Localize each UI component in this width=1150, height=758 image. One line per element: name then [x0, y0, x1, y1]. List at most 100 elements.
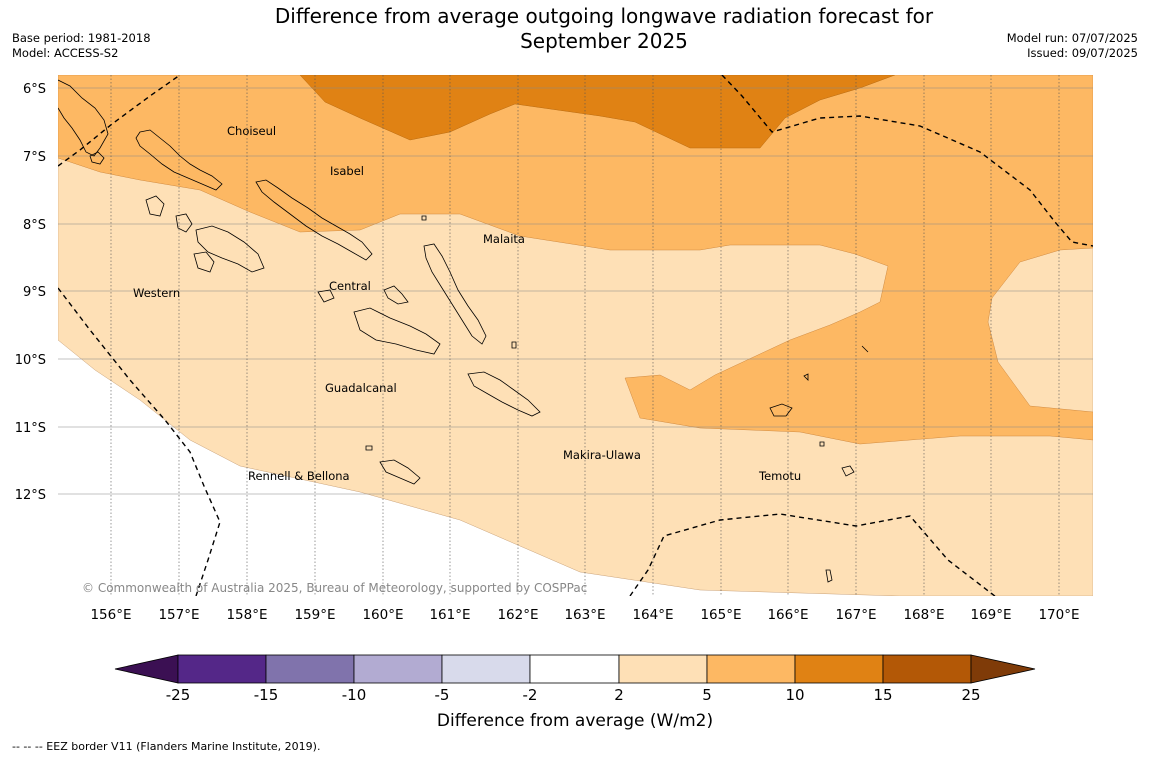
rennell-coast — [379, 459, 421, 485]
lon-label: 162°E — [497, 607, 538, 623]
base-period-text: Base period: 1981-2018 — [12, 31, 151, 45]
lon-label: 159°E — [294, 607, 335, 623]
model-run-text: Model run: 07/07/2025 — [1006, 31, 1138, 45]
island-coast — [89, 151, 105, 165]
eez-border — [58, 75, 1093, 596]
lon-label: 168°E — [903, 607, 944, 623]
small-islet-coast — [421, 215, 427, 221]
longitude-labels: 156°E 157°E 158°E 159°E 160°E 161°E 162°… — [90, 607, 1079, 623]
bellona-coast — [365, 445, 373, 451]
lon-label: 166°E — [767, 607, 808, 623]
lon-label: 167°E — [835, 607, 876, 623]
guadalcanal-coast — [353, 307, 441, 355]
vanikoro-coast — [841, 465, 855, 477]
makira-coast — [467, 371, 541, 417]
lon-label: 165°E — [700, 607, 741, 623]
colorbar-tick: -10 — [342, 686, 367, 704]
eez-footnote: -- -- -- EEZ border V11 (Flanders Marine… — [12, 740, 321, 753]
lon-label: 163°E — [564, 607, 605, 623]
western-islands-coast — [175, 213, 193, 233]
colorbar-high-extension — [970, 654, 1036, 684]
ulawa-coast — [511, 341, 517, 349]
colorbar-segment — [265, 654, 355, 684]
lat-label: 8°S — [23, 218, 46, 233]
colorbar-tick: -25 — [166, 686, 191, 704]
region-label-temotu: Temotu — [758, 469, 801, 483]
title-line-1: Difference from average outgoing longwav… — [274, 4, 934, 28]
western-islands-coast — [145, 195, 165, 217]
map-title: Difference from average outgoing longwav… — [0, 4, 1150, 54]
colorbar-tick: 2 — [614, 686, 624, 704]
reef-islands-coast — [803, 373, 809, 381]
santa-cruz-coast — [769, 403, 793, 417]
lat-label: 12°S — [15, 488, 46, 503]
lat-label: 11°S — [15, 421, 46, 436]
tikopia-coast — [819, 441, 825, 447]
duff-islands-coast — [861, 345, 869, 353]
colorbar-segment — [529, 654, 620, 684]
meta-right: Model run: 07/07/2025 Issued: 09/07/2025 — [1007, 31, 1138, 61]
lat-label: 6°S — [23, 82, 46, 97]
florida-islands-coast — [383, 285, 409, 305]
eez-border-north-west — [58, 75, 181, 167]
anuta-coast — [825, 569, 833, 583]
eez-border-south-west — [58, 287, 221, 596]
graticule — [58, 87, 1093, 495]
lon-label: 156°E — [90, 607, 131, 623]
colorbar-segment — [882, 654, 972, 684]
choiseul-coast — [135, 129, 223, 191]
lat-label: 7°S — [23, 150, 46, 165]
title-line-2: September 2025 — [520, 29, 688, 53]
colorbar-tick: 5 — [702, 686, 712, 704]
anomaly-band-10-15 — [299, 75, 896, 149]
region-label-rennell-bellona: Rennell & Bellona — [248, 469, 350, 483]
issued-text: Issued: 09/07/2025 — [1027, 46, 1138, 60]
copyright-notice: © Commonwealth of Australia 2025, Bureau… — [82, 581, 587, 595]
colorbar-segment — [618, 654, 708, 684]
colorbar-tick: -15 — [254, 686, 279, 704]
colorbar-tick: -5 — [435, 686, 450, 704]
region-label-guadalcanal: Guadalcanal — [325, 381, 397, 395]
western-islands-coast — [193, 251, 215, 273]
colorbar-segment — [706, 654, 796, 684]
colorbar-tick: 25 — [961, 686, 980, 704]
lat-label: 10°S — [15, 353, 46, 368]
map-plot-area: Choiseul Isabel Malaita Western Central … — [58, 75, 1093, 596]
anomaly-band-5-10 — [58, 75, 1093, 445]
colorbar-segment — [353, 654, 443, 684]
colorbar-segment — [441, 654, 531, 684]
colorbar-title: Difference from average (W/m2) — [437, 711, 713, 731]
russell-islands-coast — [317, 289, 335, 303]
lon-label: 157°E — [158, 607, 199, 623]
meridians — [110, 75, 1060, 596]
coastlines — [58, 79, 869, 583]
lat-label: 9°S — [23, 285, 46, 300]
lon-label: 161°E — [429, 607, 470, 623]
region-label-isabel: Isabel — [330, 164, 364, 178]
lon-label: 164°E — [632, 607, 673, 623]
new-georgia-coast — [195, 225, 265, 273]
lon-label: 170°E — [1038, 607, 1079, 623]
region-label-central: Central — [329, 279, 371, 293]
colorbar-tick: 15 — [873, 686, 892, 704]
colorbar-segment — [794, 654, 884, 684]
colorbar-low-extension — [114, 654, 179, 684]
region-label-makira-ulawa: Makira-Ulawa — [563, 448, 641, 462]
region-label-choiseul: Choiseul — [227, 124, 276, 138]
isabel-coast — [255, 179, 373, 261]
model-text: Model: ACCESS-S2 — [12, 46, 119, 60]
malaita-coast — [423, 243, 487, 345]
colorbar-tick: -2 — [523, 686, 538, 704]
eez-border-north-east — [721, 75, 1093, 247]
lon-label: 169°E — [970, 607, 1011, 623]
lon-label: 160°E — [362, 607, 403, 623]
region-label-malaita: Malaita — [483, 232, 525, 246]
colorbar-segment — [177, 654, 267, 684]
lon-label: 158°E — [226, 607, 267, 623]
colorbar: -25 -15 -10 -5 -2 2 5 10 15 25 Differenc… — [114, 654, 1036, 731]
colorbar-tick: 10 — [785, 686, 804, 704]
region-label-western: Western — [133, 286, 180, 300]
latitude-labels: 6°S 7°S 8°S 9°S 10°S 11°S 12°S — [15, 82, 46, 503]
bougainville-coast — [58, 79, 109, 157]
